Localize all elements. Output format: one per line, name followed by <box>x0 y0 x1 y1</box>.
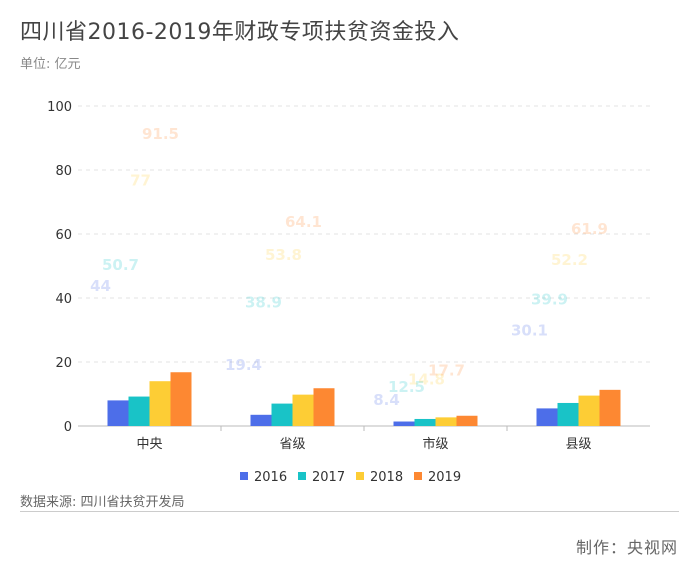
bar <box>557 402 579 426</box>
y-tick-label: 0 <box>64 420 72 435</box>
bar <box>271 403 293 426</box>
bar <box>170 372 192 426</box>
credit: 制作：央视网 <box>575 538 678 557</box>
data-label: 30.1 <box>511 322 548 340</box>
bar <box>599 389 621 426</box>
data-label: 8.4 <box>373 391 400 409</box>
data-label: 39.9 <box>531 290 568 308</box>
y-tick-label: 100 <box>47 100 72 115</box>
legend-label: 2016 <box>254 470 287 485</box>
bar <box>292 394 314 426</box>
bar <box>393 421 415 426</box>
data-label: 61.9 <box>571 220 608 238</box>
data-label: 52.2 <box>551 251 588 269</box>
data-label: 50.7 <box>102 256 139 274</box>
x-tick-label: 市级 <box>422 436 448 452</box>
bar <box>578 395 600 426</box>
bar <box>250 414 272 426</box>
legend-label: 2017 <box>312 470 345 485</box>
y-tick-label: 20 <box>55 356 72 371</box>
bar <box>313 388 335 426</box>
bar <box>435 417 457 426</box>
legend-label: 2018 <box>370 470 403 485</box>
x-tick-label: 中央 <box>136 437 162 452</box>
bar <box>149 381 171 426</box>
legend-label: 2019 <box>428 470 461 485</box>
data-label: 38.9 <box>245 294 282 312</box>
bar <box>456 415 478 426</box>
legend-swatch <box>240 472 248 480</box>
bar-chart: 0 20 40 60 80 100 中央 省级 市级 县级 44 19.4 8.4 30.1 50.7 38.… <box>47 100 650 485</box>
bar <box>128 396 150 426</box>
data-label: 44 <box>90 277 111 295</box>
data-label: 77 <box>130 172 151 190</box>
y-tick-label: 40 <box>55 292 72 307</box>
footer-divider <box>20 511 679 512</box>
legend-swatch <box>414 472 422 480</box>
data-label: 64.1 <box>285 213 322 231</box>
data-label: 91.5 <box>142 125 179 143</box>
bar <box>414 418 436 426</box>
x-tick-label: 县级 <box>565 437 591 452</box>
data-label: 53.8 <box>265 246 302 264</box>
y-tick-label: 80 <box>55 164 72 179</box>
x-tick-label: 省级 <box>279 437 305 452</box>
data-label: 17.7 <box>428 361 465 379</box>
unit-label: 单位: 亿元 <box>20 57 81 72</box>
bar <box>107 400 129 426</box>
data-label: 12.5 <box>388 378 425 396</box>
chart-title: 四川省2016-2019年财政专项扶贫资金投入 <box>20 20 460 45</box>
data-source: 数据来源: 四川省扶贫开发局 <box>20 495 185 510</box>
legend-swatch <box>298 472 306 480</box>
legend-swatch <box>356 472 364 480</box>
y-tick-label: 60 <box>55 228 72 243</box>
data-label: 14.8 <box>408 371 445 389</box>
bar <box>536 408 558 426</box>
data-label: 19.4 <box>225 356 262 374</box>
